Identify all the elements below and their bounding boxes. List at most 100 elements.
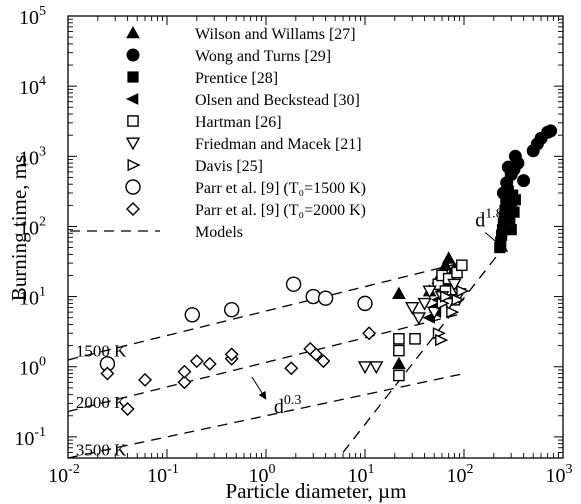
data-point bbox=[544, 124, 558, 138]
legend-marker bbox=[125, 137, 141, 151]
data-point bbox=[417, 297, 432, 311]
data-point bbox=[393, 369, 405, 382]
data-point bbox=[362, 326, 377, 341]
data-point bbox=[409, 333, 421, 345]
legend-marker bbox=[127, 158, 141, 172]
legend-label: Friedman and Macek [21] bbox=[195, 136, 362, 153]
data-point bbox=[392, 356, 406, 370]
data-point bbox=[509, 194, 521, 206]
series-1 bbox=[496, 124, 558, 200]
x-tick-label: 101 bbox=[348, 462, 375, 487]
data-point bbox=[285, 276, 302, 292]
series-2 bbox=[494, 185, 521, 254]
annotation-arrow bbox=[484, 232, 509, 253]
legend-label: Davis [25] bbox=[195, 158, 263, 175]
data-point bbox=[189, 354, 204, 369]
slope-annotation: d1.8 bbox=[475, 206, 503, 231]
data-point bbox=[369, 361, 384, 375]
legend-marker bbox=[125, 179, 141, 195]
legend-label: Prentice [28] bbox=[195, 70, 278, 87]
y-tick-label: 105 bbox=[19, 4, 46, 29]
data-point bbox=[177, 364, 192, 379]
data-point bbox=[505, 224, 517, 236]
series-7 bbox=[99, 276, 373, 372]
model-line bbox=[342, 247, 504, 453]
model-line-label: 3500 K bbox=[76, 441, 127, 460]
plot-frame bbox=[67, 15, 564, 459]
data-point bbox=[456, 284, 470, 298]
x-tick-label: 10-2 bbox=[48, 462, 80, 487]
legend-label: Parr et al. [9] (T₀=2000 K) bbox=[195, 202, 366, 219]
x-tick-label: 100 bbox=[249, 462, 276, 487]
model-line bbox=[67, 312, 465, 413]
data-point bbox=[357, 361, 373, 375]
data-point bbox=[393, 344, 405, 357]
data-point bbox=[284, 361, 299, 376]
data-point bbox=[517, 174, 531, 188]
legend: Wilson and Willams [27] Wong and Turns [2… bbox=[70, 25, 366, 241]
data-point bbox=[455, 259, 468, 272]
y-tick-label: 10-1 bbox=[14, 425, 46, 450]
model-line-label: 2000 K bbox=[76, 393, 127, 412]
data-point bbox=[501, 160, 515, 174]
y-axis-label: Burning time, ms bbox=[7, 155, 31, 301]
data-point bbox=[309, 347, 323, 362]
data-point bbox=[446, 305, 460, 319]
data-markers bbox=[99, 124, 558, 416]
data-point bbox=[451, 293, 465, 307]
legend-marker bbox=[127, 71, 139, 83]
y-tick-label: 103 bbox=[19, 144, 46, 169]
x-axis-label: Particle diameter, µm bbox=[226, 479, 407, 503]
y-tick-label: 102 bbox=[19, 214, 46, 239]
legend-marker bbox=[126, 48, 140, 62]
data-point bbox=[422, 285, 437, 299]
data-point bbox=[184, 307, 200, 323]
data-point bbox=[411, 312, 427, 326]
data-point bbox=[177, 375, 192, 390]
legend-label: Hartman [26] bbox=[195, 114, 282, 131]
data-point bbox=[224, 347, 239, 362]
data-point bbox=[317, 290, 334, 306]
series-8 bbox=[100, 326, 377, 416]
data-point bbox=[508, 206, 520, 218]
data-point bbox=[138, 372, 153, 387]
legend-label: Parr et al. [9] (T₀=1500 K) bbox=[195, 180, 366, 197]
legend-marker bbox=[127, 115, 139, 127]
x-tick-label: 102 bbox=[447, 462, 474, 487]
model-lines: 1500 K 2000 K 3500 K bbox=[67, 247, 504, 460]
model-line bbox=[67, 372, 465, 459]
y-tick-label: 100 bbox=[19, 355, 46, 380]
axis-ticks: 10-2 10-1 100 101 102 10310-11001011021031041… bbox=[14, 4, 572, 487]
annotations: d1.8 d0.3 bbox=[251, 206, 509, 418]
legend-marker bbox=[125, 93, 139, 105]
data-point bbox=[435, 333, 449, 347]
data-point bbox=[441, 251, 456, 264]
data-point bbox=[447, 278, 462, 292]
data-point bbox=[223, 302, 240, 318]
legend-label: Olsen and Beckstead [30] bbox=[195, 92, 360, 109]
data-point bbox=[442, 272, 455, 285]
x-tick-label: 103 bbox=[546, 462, 573, 487]
series-6 bbox=[432, 284, 470, 347]
data-point bbox=[439, 290, 454, 303]
data-point bbox=[405, 301, 420, 315]
model-line-label: 1500 K bbox=[76, 342, 127, 361]
x-tick-label: 10-1 bbox=[147, 462, 179, 487]
y-tick-label: 101 bbox=[19, 285, 46, 310]
annotation-arrow bbox=[251, 376, 267, 400]
legend-label: Models bbox=[195, 224, 243, 241]
legend-marker bbox=[126, 202, 140, 216]
data-point bbox=[316, 354, 331, 369]
data-point bbox=[393, 333, 405, 345]
data-point bbox=[427, 306, 442, 320]
slope-annotation: d0.3 bbox=[274, 393, 302, 418]
data-point bbox=[392, 286, 406, 299]
data-point bbox=[508, 149, 522, 163]
legend-label: Wilson and Willams [27] bbox=[195, 26, 356, 43]
legend-label: Wong and Turns [29] bbox=[195, 48, 331, 65]
data-point bbox=[100, 366, 115, 381]
y-tick-label: 104 bbox=[19, 74, 46, 99]
data-point bbox=[202, 356, 217, 371]
legend-marker bbox=[126, 25, 140, 39]
